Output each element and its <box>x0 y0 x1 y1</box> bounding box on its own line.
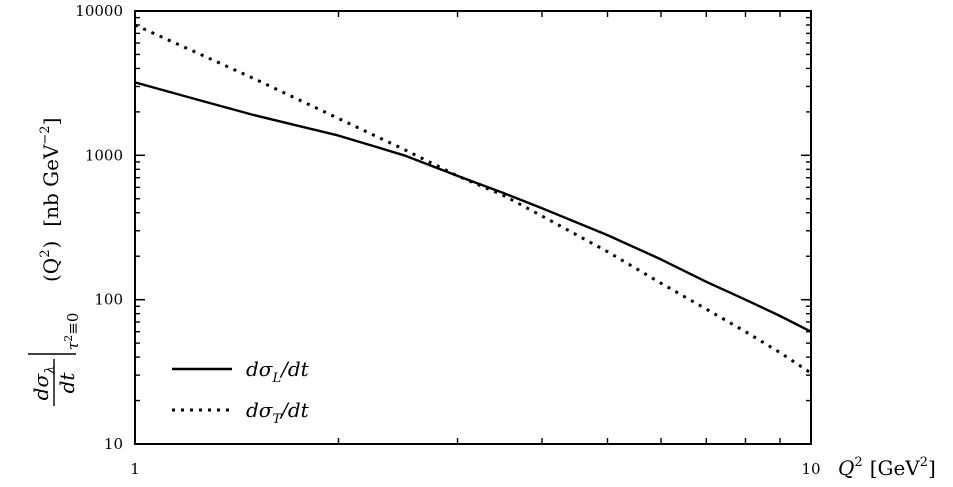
svg-text:(Q2)[nb GeV−2]: (Q2)[nb GeV−2] <box>38 118 63 282</box>
y-tick-label: 10 <box>104 435 123 453</box>
plot-frame <box>135 11 811 444</box>
data-point <box>403 149 405 151</box>
data-point <box>541 215 543 217</box>
data-point <box>200 54 202 56</box>
data-point <box>541 207 543 209</box>
series-group <box>134 24 812 374</box>
data-point <box>502 194 504 196</box>
y-axis-label: dσλ dt τ2≡0 (Q2)[nb GeV−2] <box>28 118 82 406</box>
data-point <box>810 372 812 374</box>
y-tick-label: 100 <box>94 291 123 309</box>
data-point <box>457 175 459 177</box>
series-line-longitudinal <box>135 82 811 331</box>
data-point <box>134 82 136 84</box>
data-point <box>660 282 662 284</box>
legend: dσL/dt dσT/dt <box>172 357 310 427</box>
data-point <box>607 234 609 236</box>
x-tick-label: 10 <box>801 460 820 478</box>
x-axis-label: Q2 [GeV2] <box>838 455 936 480</box>
data-point <box>779 315 781 317</box>
series-line-transverse <box>135 25 811 373</box>
data-point <box>403 155 405 157</box>
data-point <box>134 24 136 26</box>
data-point <box>502 192 504 194</box>
y-tick-label: 10000 <box>75 2 123 20</box>
y-tick-label: 1000 <box>85 146 123 164</box>
data-point <box>745 331 747 333</box>
data-point <box>607 251 609 253</box>
x-tick-label: 1 <box>130 460 140 478</box>
tick-labels: 10 100 1000 10000 1 10 <box>75 2 820 478</box>
data-point <box>779 352 781 354</box>
data-point <box>745 299 747 301</box>
svg-text:τ2≡0: τ2≡0 <box>62 313 82 350</box>
data-point <box>200 100 202 102</box>
data-point <box>253 78 255 80</box>
legend-label-transverse: dσT/dt <box>246 398 310 427</box>
data-point <box>338 135 340 137</box>
data-point <box>660 259 662 261</box>
data-point <box>706 281 708 283</box>
data-point <box>706 308 708 310</box>
legend-label-longitudinal: dσL/dt <box>246 357 310 386</box>
svg-text:dt: dt <box>55 372 79 394</box>
data-point <box>253 114 255 116</box>
axis-ticks <box>135 11 811 444</box>
data-point <box>338 118 340 120</box>
data-point <box>810 331 812 333</box>
